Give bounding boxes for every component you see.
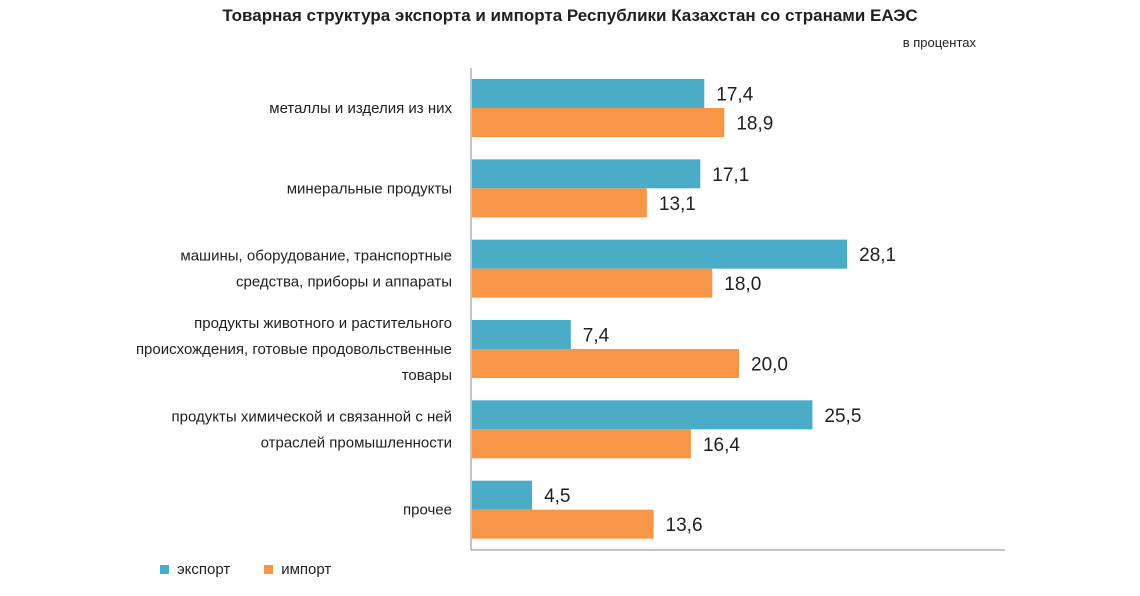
legend-label-import: импорт <box>281 561 332 578</box>
bars-layer <box>472 79 848 539</box>
legend-label-export: экспорт <box>177 561 231 578</box>
data-label-import: 16,4 <box>703 435 740 456</box>
category-label: продукты химической и связанной с ней отр… <box>172 408 452 451</box>
data-label-export: 17,4 <box>716 85 753 106</box>
bar-import <box>472 349 739 378</box>
data-label-import: 20,0 <box>751 355 788 376</box>
category-label: продукты животного и растительного происх… <box>136 315 452 384</box>
bar-export <box>472 400 813 430</box>
category-label-line: минеральные продукты <box>287 180 452 197</box>
legend-item-import: импорт <box>264 561 331 578</box>
data-label-import: 13,1 <box>659 194 696 215</box>
data-label-export: 25,5 <box>824 406 861 427</box>
data-label-export: 7,4 <box>583 326 610 347</box>
category-label-line: отраслей промышленности <box>261 434 452 451</box>
bar-import <box>472 188 647 218</box>
category-label: машины, оборудование, транспортные средст… <box>180 248 452 291</box>
bar-export <box>472 79 705 108</box>
data-label-import: 18,0 <box>724 274 761 295</box>
category-label-line: продукты животного и растительного <box>194 315 452 332</box>
data-label-import: 18,9 <box>736 114 773 135</box>
bar-import <box>472 509 654 539</box>
data-label-import: 13,6 <box>666 515 703 536</box>
axis-layer <box>470 68 1005 551</box>
category-label-line: металлы и изделия из них <box>269 100 452 117</box>
bar-export <box>472 239 848 269</box>
data-label-export: 4,5 <box>544 486 570 507</box>
category-label-line: происхождения, готовые продовольственные <box>136 341 452 358</box>
legend: экспорт импорт <box>160 561 365 578</box>
bar-export <box>472 320 571 349</box>
legend-swatch-import <box>264 565 274 574</box>
category-label: металлы и изделия из них <box>269 100 452 117</box>
category-label: минеральные продукты <box>287 180 452 197</box>
legend-item-export: экспорт <box>160 561 230 578</box>
category-label-line: машины, оборудование, транспортные <box>180 248 452 265</box>
bar-import <box>472 268 713 298</box>
legend-swatch-export <box>160 565 169 574</box>
bar-import <box>472 429 691 459</box>
data-label-export: 28,1 <box>859 245 896 266</box>
labels-layer: 17,4 18,9 17,1 13,1 28,1 18,0 7,4 20,0 25,5 16,4 4… <box>544 85 896 537</box>
chart-title: Товарная структура экспорта и импорта Ре… <box>222 6 918 25</box>
bar-export <box>472 159 701 189</box>
category-label: прочее <box>403 502 452 519</box>
data-label-export: 17,1 <box>712 165 749 186</box>
category-label-line: прочее <box>403 502 452 519</box>
bar-export <box>472 480 533 510</box>
chart-unit-note: в процентах <box>902 35 976 50</box>
category-label-line: средства, приборы и аппараты <box>236 274 452 291</box>
category-label-line: продукты химической и связанной с ней <box>172 408 452 425</box>
category-label-line: товары <box>402 367 452 384</box>
category-labels-layer: металлы и изделия из них минеральные прод… <box>136 100 453 519</box>
bar-import <box>472 108 725 137</box>
